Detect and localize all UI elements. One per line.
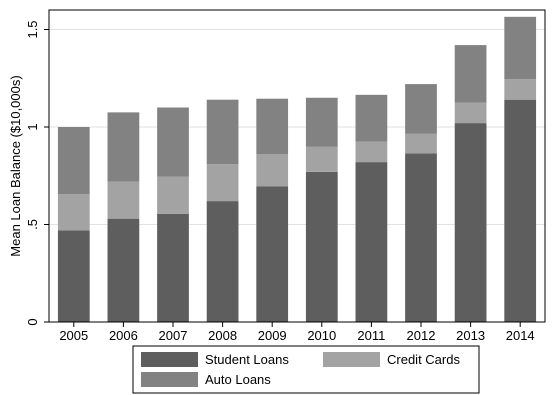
bar-credit-cards-2008 — [206, 164, 239, 202]
bars — [57, 16, 537, 322]
x-tick-label: 2007 — [159, 328, 188, 343]
bar-credit-cards-2010 — [305, 146, 338, 172]
bar-credit-cards-2007 — [157, 176, 189, 214]
bar-student-loans-2005 — [57, 230, 90, 322]
bar-student-loans-2006 — [107, 218, 140, 322]
y-axis-title: Mean Loan Balance ($10,000s) — [8, 75, 23, 256]
legend-label-student-loans: Student Loans — [205, 352, 289, 367]
x-tick-label: 2011 — [357, 328, 385, 343]
legend-swatch-auto-loans — [141, 372, 198, 387]
x-tick-label: 2014 — [506, 328, 535, 343]
bar-credit-cards-2009 — [256, 154, 289, 187]
legend-label-auto-loans: Auto Loans — [205, 372, 271, 387]
x-tick-label: 2006 — [109, 328, 138, 343]
axes: 0 .5 1 1.5 2005 2006 2007 2008 2009 2010 2011 2012 2… — [25, 20, 535, 343]
bar-auto-loans-2010 — [305, 97, 338, 147]
bar-auto-loans-2009 — [256, 98, 289, 155]
y-tick-label: 0 — [25, 318, 40, 325]
bar-student-loans-2012 — [405, 153, 437, 322]
legend-swatch-student-loans — [141, 352, 198, 367]
bar-student-loans-2011 — [355, 162, 388, 322]
bar-auto-loans-2007 — [157, 107, 189, 177]
bar-credit-cards-2011 — [355, 141, 388, 163]
bar-credit-cards-2005 — [57, 194, 90, 231]
x-tick-label: 2013 — [456, 328, 485, 343]
x-tick-label: 2010 — [307, 328, 336, 343]
legend-swatch-credit-cards — [323, 352, 380, 367]
x-tick-label: 2008 — [208, 328, 237, 343]
x-tick-label: 2009 — [258, 328, 287, 343]
bar-auto-loans-2005 — [57, 127, 90, 195]
bar-student-loans-2013 — [454, 123, 487, 322]
y-tick-label: .5 — [25, 219, 40, 230]
bar-credit-cards-2013 — [454, 102, 487, 124]
legend-label-credit-cards: Credit Cards — [387, 352, 460, 367]
legend: Student Loans Credit Cards Auto Loans — [132, 345, 480, 394]
bar-auto-loans-2013 — [454, 45, 487, 103]
bar-credit-cards-2012 — [405, 133, 437, 154]
y-tick-label: 1.5 — [25, 20, 40, 38]
bar-credit-cards-2006 — [107, 181, 140, 219]
bar-student-loans-2010 — [305, 171, 338, 322]
bar-credit-cards-2014 — [504, 79, 537, 100]
bar-student-loans-2009 — [256, 186, 289, 322]
bar-auto-loans-2012 — [405, 84, 437, 134]
bar-auto-loans-2006 — [107, 112, 140, 182]
bar-auto-loans-2008 — [206, 99, 239, 165]
bar-student-loans-2008 — [206, 201, 239, 322]
y-tick-label: 1 — [25, 123, 40, 130]
bar-student-loans-2014 — [504, 99, 537, 322]
x-tick-label: 2012 — [407, 328, 436, 343]
plot-area-frame — [48, 9, 546, 323]
bar-auto-loans-2011 — [355, 94, 388, 142]
bar-auto-loans-2014 — [504, 16, 537, 80]
x-tick-label: 2005 — [59, 328, 88, 343]
bar-student-loans-2007 — [157, 213, 189, 322]
